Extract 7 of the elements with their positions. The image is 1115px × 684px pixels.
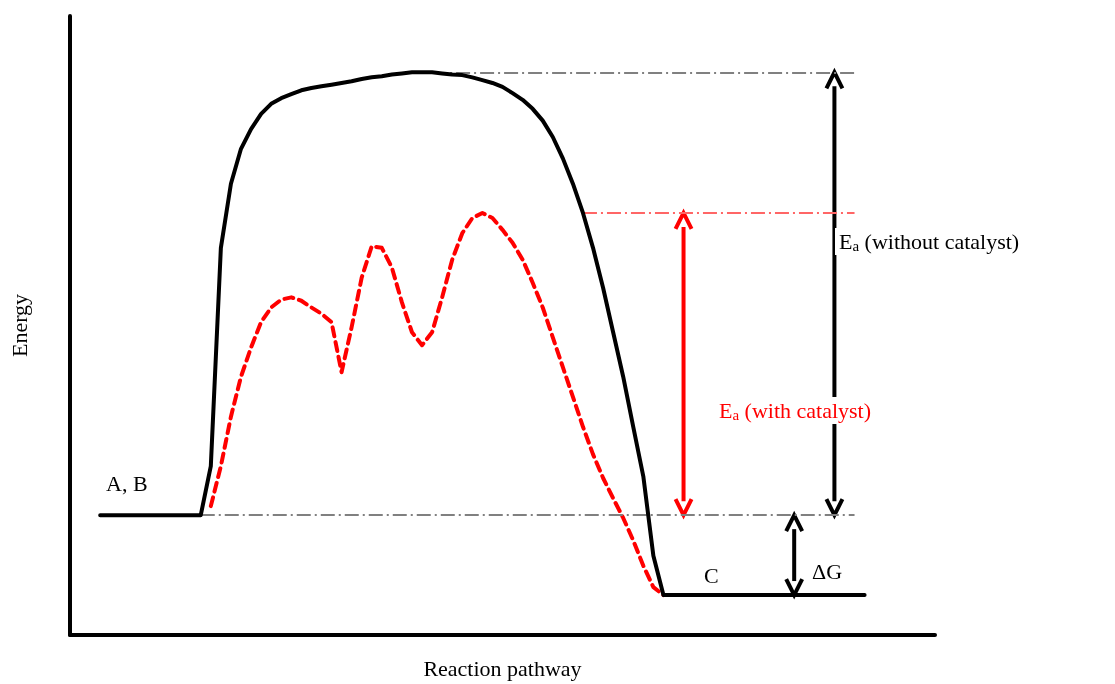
annotation: Ea (without catalyst) (839, 229, 1020, 254)
annotation: ΔG (812, 558, 843, 584)
annotation: Ea (with catalyst) (719, 398, 872, 423)
annotation: C (704, 562, 719, 588)
y-axis-title: Energy (6, 293, 32, 358)
annotation: A, B (106, 470, 148, 496)
x-axis-title: Reaction pathway (423, 655, 582, 681)
